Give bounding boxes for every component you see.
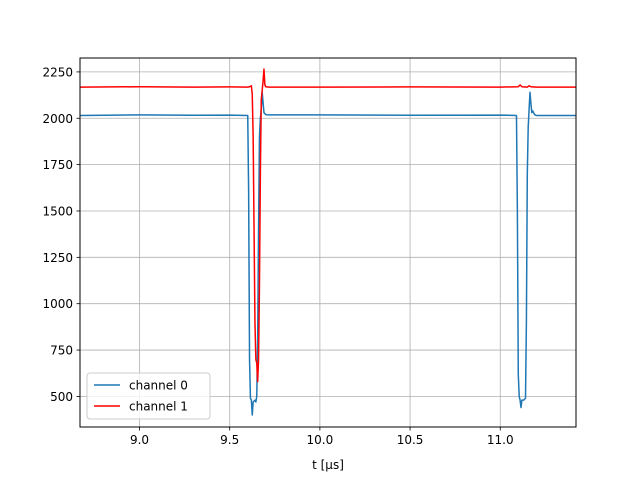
grid (80, 58, 576, 427)
y-tick-label: 500 (50, 390, 73, 404)
x-tick-label: 9.5 (220, 433, 239, 447)
y-tick-label: 1750 (42, 158, 73, 172)
y-tick-label: 750 (50, 344, 73, 358)
series-line-channel-0 (79, 91, 576, 416)
axes-frame (79, 57, 577, 428)
x-tick-label: 10.5 (397, 433, 424, 447)
y-tick-label: 2000 (42, 112, 73, 126)
y-tick-label: 1000 (42, 297, 73, 311)
legend-label: channel 0 (129, 379, 188, 393)
ticks: 9.0 9.5 10.0 10.5 11.0 500 750 1000 1250 1500 1750… (42, 65, 513, 447)
legend-label: channel 1 (129, 400, 188, 414)
series-line-channel-1 (79, 68, 576, 383)
x-tick-label: 10.0 (307, 433, 334, 447)
y-tick-label: 2250 (42, 65, 73, 79)
x-axis-label: t [µs] (312, 458, 344, 472)
y-tick-label: 1250 (42, 251, 73, 265)
y-tick-label: 1500 (42, 204, 73, 218)
legend: channel 0 channel 1 (86, 372, 211, 420)
series-layer (79, 68, 576, 416)
x-tick-label: 11.0 (487, 433, 514, 447)
x-tick-label: 9.0 (130, 433, 149, 447)
